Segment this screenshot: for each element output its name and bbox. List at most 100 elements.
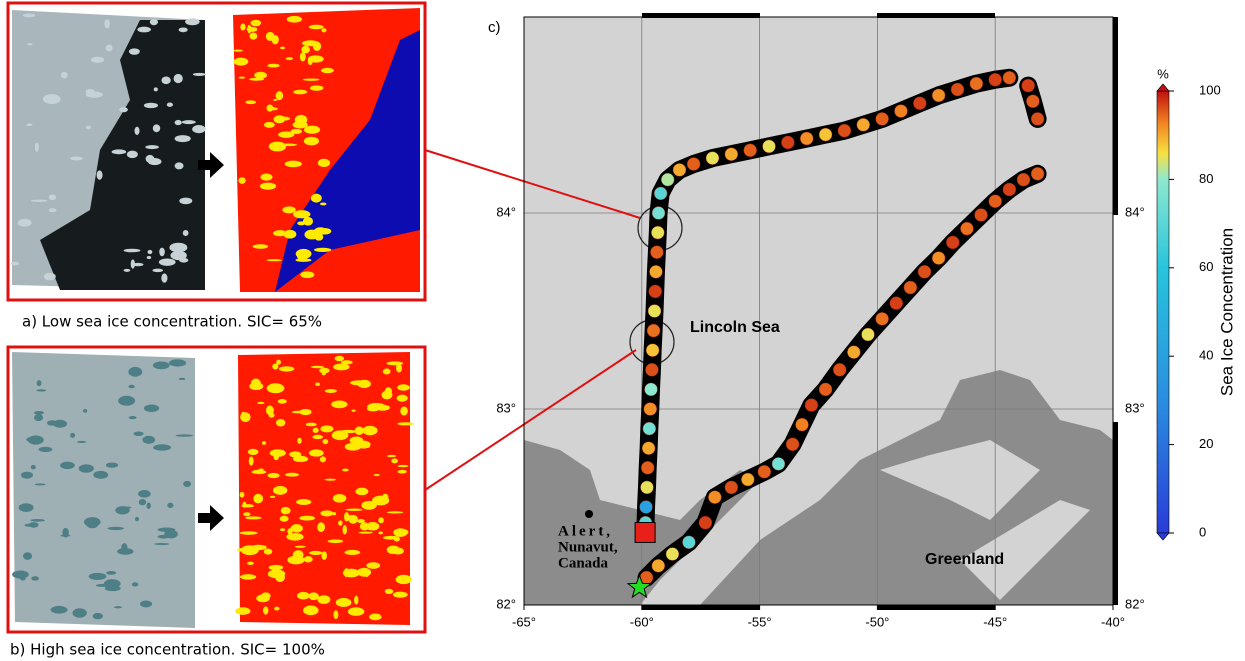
- speck: [127, 151, 138, 159]
- speck: [60, 462, 75, 469]
- speck: [124, 269, 131, 272]
- x-tick-label: -65°: [512, 614, 536, 629]
- speck: [183, 230, 189, 236]
- speck: [268, 107, 278, 110]
- station-label: Nunavut,: [558, 539, 618, 555]
- speck: [367, 404, 385, 410]
- speck: [297, 221, 305, 225]
- sic-point: [904, 281, 917, 294]
- speck: [324, 479, 336, 481]
- speck: [61, 72, 68, 79]
- speck: [286, 57, 293, 60]
- colorbar-tick-label: 100: [1199, 82, 1221, 97]
- speck: [148, 250, 153, 254]
- speck: [342, 469, 349, 472]
- speck: [267, 64, 279, 68]
- speck: [128, 367, 142, 377]
- speck: [159, 248, 165, 257]
- sic-point: [1003, 183, 1016, 196]
- speck: [387, 545, 400, 554]
- sic-point: [857, 118, 870, 131]
- speck: [27, 43, 32, 45]
- speck: [309, 25, 324, 30]
- speck: [24, 524, 34, 527]
- speck: [179, 198, 192, 205]
- speck: [192, 125, 205, 133]
- sic-point: [960, 222, 973, 235]
- speck: [269, 565, 284, 570]
- frame-bar: [877, 13, 995, 18]
- land-label: Greenland: [925, 551, 1004, 568]
- speck: [257, 402, 264, 404]
- speck: [31, 465, 36, 469]
- sic-point: [654, 187, 667, 200]
- speck: [289, 451, 301, 457]
- speck: [254, 72, 267, 79]
- x-tick-label: -45°: [983, 614, 1007, 629]
- speck: [144, 404, 159, 411]
- speck: [311, 194, 322, 203]
- sic-point: [687, 158, 700, 171]
- speck: [185, 18, 200, 25]
- speck: [37, 380, 42, 386]
- speck: [333, 610, 338, 619]
- speck: [296, 499, 311, 505]
- speck: [35, 483, 46, 485]
- speck: [104, 19, 110, 28]
- colorbar-tick-label: 0: [1199, 524, 1206, 539]
- sic-point: [786, 438, 799, 451]
- sic-point: [650, 246, 663, 259]
- y-tick-label: 82°: [496, 596, 516, 611]
- speck: [304, 556, 313, 562]
- sic-point: [932, 252, 945, 265]
- sic-point: [890, 297, 903, 310]
- speck: [276, 419, 285, 426]
- sic-point: [1031, 167, 1044, 180]
- speck: [154, 543, 169, 545]
- speck: [48, 208, 56, 212]
- speck: [248, 449, 259, 455]
- speck: [346, 508, 363, 510]
- speck: [264, 122, 275, 128]
- speck: [284, 230, 297, 239]
- speck: [179, 27, 188, 32]
- speck: [286, 533, 303, 541]
- speck: [308, 55, 324, 62]
- speck: [317, 522, 325, 532]
- sic-point: [1022, 79, 1035, 92]
- speck: [233, 50, 243, 52]
- speck: [240, 492, 245, 498]
- sic-point: [894, 105, 907, 118]
- sic-point: [652, 207, 665, 220]
- speck: [391, 459, 398, 464]
- sic-point: [648, 305, 661, 318]
- speck: [263, 606, 268, 614]
- speck: [253, 244, 268, 249]
- speck: [26, 437, 39, 442]
- x-tick-label: -55°: [748, 614, 772, 629]
- speck: [266, 32, 275, 41]
- speck: [273, 486, 287, 495]
- speck: [309, 449, 324, 456]
- speck: [247, 27, 258, 32]
- speck: [35, 142, 39, 151]
- speck: [264, 548, 272, 554]
- speck: [34, 414, 43, 421]
- figure: a) Low sea ice concentration. SIC= 65% b…: [0, 0, 1245, 661]
- speck: [333, 494, 347, 503]
- speck: [280, 516, 289, 522]
- speck: [396, 575, 412, 584]
- speck: [320, 425, 333, 432]
- speck: [295, 546, 306, 548]
- speck: [312, 231, 319, 237]
- speck: [309, 592, 319, 600]
- speck: [86, 126, 91, 130]
- speck: [321, 370, 326, 375]
- sic-point: [989, 195, 1002, 208]
- speck: [193, 73, 206, 76]
- speck: [167, 503, 173, 508]
- speck: [138, 490, 151, 498]
- speck: [383, 536, 400, 540]
- colorbar-tick-label: 40: [1199, 348, 1213, 363]
- speck: [93, 613, 103, 619]
